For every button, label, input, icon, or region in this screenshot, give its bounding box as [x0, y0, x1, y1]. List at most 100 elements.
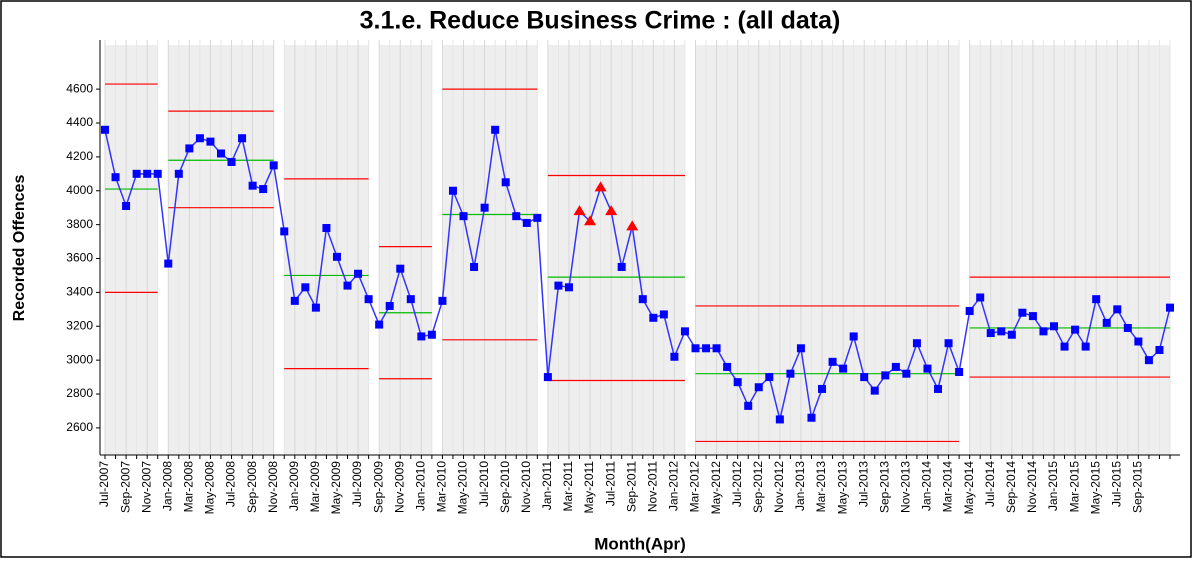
x-tick-label: Jul-2009 [350, 461, 364, 507]
data-point [280, 227, 289, 236]
flagged-point [584, 215, 597, 226]
data-point [649, 313, 658, 322]
x-tick-label: May-2008 [203, 461, 217, 515]
x-axis-label: Month(Apr) [594, 534, 686, 553]
data-point [564, 283, 573, 292]
data-point [723, 362, 732, 371]
x-tick-label: May-2012 [709, 461, 723, 515]
x-tick-label: Nov-2009 [392, 461, 406, 513]
data-point [997, 327, 1006, 336]
data-point [891, 362, 900, 371]
data-point [680, 327, 689, 336]
x-tick-label: Jul-2015 [1109, 461, 1123, 507]
data-point [796, 344, 805, 353]
x-tick-label: May-2009 [329, 461, 343, 515]
x-tick-label: Mar-2012 [688, 461, 702, 513]
x-tick-label: May-2011 [582, 461, 596, 514]
x-tick-label: Nov-2008 [266, 461, 280, 513]
data-point [965, 307, 974, 316]
data-point [311, 303, 320, 312]
data-point [849, 332, 858, 341]
data-point [375, 320, 384, 329]
data-point [1092, 295, 1101, 304]
data-point [881, 371, 890, 380]
y-axis-label: Recorded Offences [11, 175, 28, 322]
phase-band [547, 45, 685, 455]
data-point [744, 401, 753, 410]
x-tick-label: Mar-2014 [941, 461, 955, 513]
data-point [143, 169, 152, 178]
x-tick-label: Jan-2015 [1046, 461, 1060, 511]
x-tick-label: Jan-2009 [287, 461, 301, 511]
x-tick-label: May-2015 [1088, 461, 1102, 515]
data-point [195, 134, 204, 143]
data-point [1155, 345, 1164, 354]
x-tick-label: Mar-2013 [814, 461, 828, 513]
data-point [1113, 305, 1122, 314]
chart-title: 3.1.e. Reduce Business Crime : (all data… [360, 7, 841, 35]
data-point [448, 186, 457, 195]
y-tick-label: 3400 [66, 285, 93, 299]
y-tick-label: 3000 [66, 352, 93, 366]
data-point [1123, 323, 1132, 332]
y-tick-label: 2800 [66, 386, 93, 400]
y-tick-label: 2600 [66, 420, 93, 434]
data-point [153, 169, 162, 178]
data-point [364, 295, 373, 304]
data-point [955, 368, 964, 376]
x-tick-label: Mar-2008 [182, 461, 196, 513]
x-tick-label: Jul-2008 [224, 461, 238, 507]
x-tick-label: Jul-2011 [603, 461, 617, 506]
x-tick-label: Jan-2008 [160, 461, 174, 511]
x-tick-label: Jul-2013 [856, 461, 870, 507]
phase-band [105, 45, 158, 455]
data-point [712, 344, 721, 353]
data-point [185, 144, 194, 153]
data-point [417, 332, 426, 341]
x-tick-label: Nov-2013 [899, 461, 913, 513]
data-point [986, 329, 995, 338]
data-point [733, 378, 742, 387]
data-point [501, 178, 510, 187]
data-point [543, 373, 552, 382]
data-point [691, 344, 700, 353]
x-tick-label: Jan-2014 [920, 461, 934, 511]
x-tick-label: Mar-2010 [435, 461, 449, 513]
data-point [269, 161, 278, 170]
x-tick-label: Sep-2015 [1131, 461, 1145, 513]
data-point [1081, 342, 1090, 351]
phase-band [379, 45, 432, 455]
x-tick-label: Jan-2012 [667, 461, 681, 511]
y-tick-label: 4400 [66, 115, 93, 129]
data-point [923, 364, 932, 373]
x-tick-label: Nov-2011 [645, 461, 659, 512]
data-point [976, 293, 985, 302]
x-tick-label: Jul-2012 [730, 461, 744, 507]
data-point [459, 212, 468, 221]
data-point [427, 330, 436, 339]
data-point [111, 173, 120, 182]
data-point [1028, 312, 1037, 321]
x-tick-label: Mar-2015 [1067, 461, 1081, 513]
data-point [332, 252, 341, 261]
x-tick-label: Jul-2014 [983, 461, 997, 507]
data-point [934, 384, 943, 393]
data-point [101, 125, 109, 134]
x-tick-label: Sep-2014 [1004, 461, 1018, 513]
data-point [670, 352, 679, 361]
data-point [238, 134, 247, 143]
phase-band [442, 45, 538, 455]
phase-band [969, 45, 1170, 455]
data-point [438, 296, 447, 305]
x-tick-label: May-2014 [962, 461, 976, 515]
flagged-point [594, 181, 607, 192]
data-point [659, 310, 668, 319]
data-point [839, 364, 848, 373]
data-point [902, 369, 911, 378]
data-point [1166, 303, 1174, 312]
data-point [354, 269, 363, 278]
data-point [122, 202, 131, 210]
data-point [301, 283, 310, 292]
data-point [1071, 325, 1080, 334]
